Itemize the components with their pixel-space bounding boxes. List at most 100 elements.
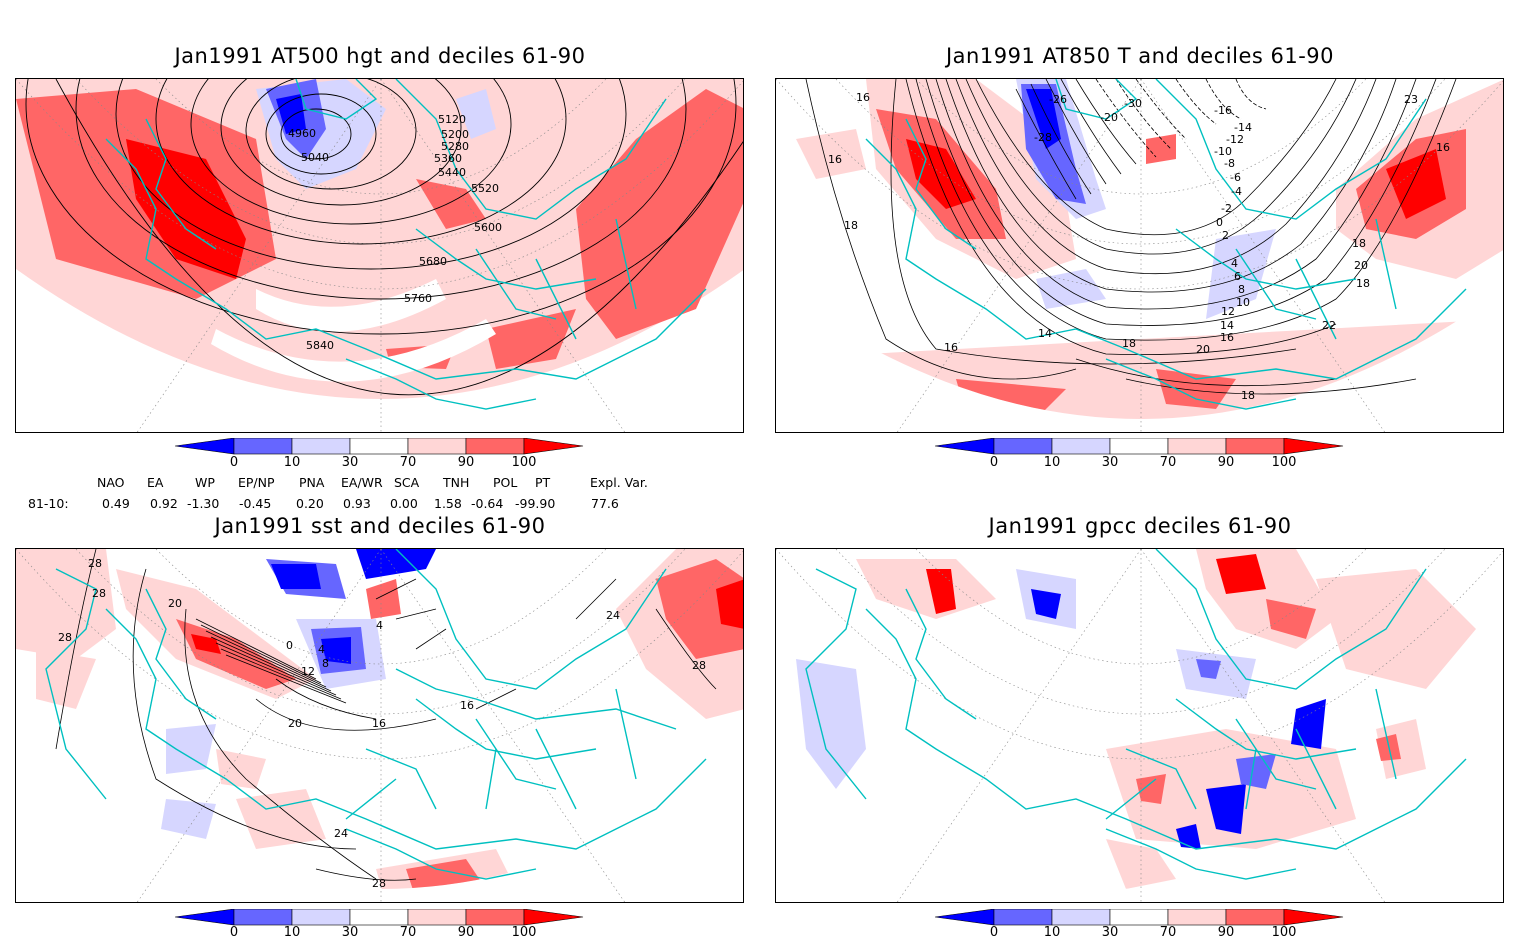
index-header: PNA <box>299 475 325 490</box>
contour-label: 28 <box>372 877 386 890</box>
panel4-title: Jan1991 gpcc deciles 61-90 <box>988 514 1292 538</box>
colorbar-tick: 10 <box>1043 925 1061 940</box>
colorbar-high-arrow <box>523 909 584 926</box>
contour-label: 12 <box>1221 305 1235 318</box>
colorbar-swatch <box>349 438 409 455</box>
colorbar-swatch <box>233 438 293 455</box>
contour-label: 5520 <box>471 182 499 195</box>
panel2-title: Jan1991 AT850 T and deciles 61-90 <box>945 44 1335 68</box>
index-value: 0.00 <box>390 496 418 511</box>
contour-label: -12 <box>1226 133 1244 146</box>
colorbar-tick: 70 <box>399 925 417 940</box>
colorbar-3 <box>175 909 584 926</box>
index-header: EA/WR <box>341 475 383 490</box>
colorbar-high-arrow <box>1283 909 1344 926</box>
index-value: -1.30 <box>187 496 220 511</box>
contour-label: 18 <box>1122 337 1136 350</box>
contour-label: -14 <box>1234 121 1252 134</box>
colorbar-swatch <box>465 438 525 455</box>
contour-label: 5680 <box>419 255 447 268</box>
colorbar-swatch <box>1109 438 1169 455</box>
index-value: 0.93 <box>343 496 371 511</box>
contour-label: -4 <box>1231 185 1242 198</box>
contour-label: 24 <box>606 609 620 622</box>
index-value: -0.64 <box>471 496 504 511</box>
index-header: SCA <box>394 475 420 490</box>
colorbar-tick: 10 <box>1043 455 1061 470</box>
colorbar-swatches <box>175 909 584 926</box>
contour-label: 5600 <box>474 221 502 234</box>
colorbar-swatch <box>993 909 1053 926</box>
colorbar-swatch <box>233 909 293 926</box>
colorbar-tick: 100 <box>511 455 537 470</box>
index-value: 1.58 <box>434 496 462 511</box>
contour-label: 28 <box>58 631 72 644</box>
colorbar-swatch <box>407 909 467 926</box>
map-at850-svg: 16 16 18 -26 -30 -16 -20 -28 -14 -12 -10… <box>776 79 1503 432</box>
contour-label: -28 <box>1034 131 1052 144</box>
colorbar-low-arrow <box>935 909 995 926</box>
colorbar-low-arrow <box>175 438 235 455</box>
contour-label: 16 <box>856 91 870 104</box>
colorbar-tick: 100 <box>1271 925 1297 940</box>
index-value: 0.92 <box>150 496 178 511</box>
index-row-label: 81-10: <box>28 496 69 511</box>
colorbar-swatch <box>291 438 351 455</box>
colorbar-swatch <box>291 909 351 926</box>
contour-label: 5840 <box>306 339 334 352</box>
colorbar-swatch <box>993 438 1053 455</box>
map-panel-gpcc <box>775 548 1504 903</box>
colorbar-tick: 70 <box>399 455 417 470</box>
contour-label: 2 <box>1222 229 1229 242</box>
contour-label: 16 <box>1220 331 1234 344</box>
contour-label: 0 <box>286 639 293 652</box>
colorbar-swatches <box>175 438 584 455</box>
contour-label: 8 <box>322 657 329 670</box>
colorbar-tick: 30 <box>341 925 359 940</box>
contour-label: 16 <box>944 341 958 354</box>
contour-label: 4 <box>318 643 325 656</box>
colorbar-2 <box>935 438 1344 455</box>
contour-label: 28 <box>692 659 706 672</box>
map-gpcc-svg <box>776 549 1503 902</box>
colorbar-tick: 100 <box>511 925 537 940</box>
colorbar-swatches <box>935 909 1344 926</box>
colorbar-1 <box>175 438 584 455</box>
contour-label: 22 <box>1322 319 1336 332</box>
contour-label: 5040 <box>301 151 329 164</box>
contour-label: -20 <box>1100 111 1118 124</box>
colorbar-high-arrow <box>523 438 584 455</box>
contour-label: 14 <box>1038 327 1052 340</box>
map-at500-svg: 4960 5040 5120 5200 5280 5360 5440 5520 … <box>16 79 743 432</box>
sst-contour-labels: 28 28 28 20 0 4 8 12 16 20 24 28 4 16 24… <box>58 557 706 890</box>
contour-label: -6 <box>1230 171 1241 184</box>
contour-label: 6 <box>1234 270 1241 283</box>
contour-label: 8 <box>1238 283 1245 296</box>
colorbar-low-arrow <box>175 909 235 926</box>
contour-label: 28 <box>88 557 102 570</box>
coastlines-sst <box>45 549 707 880</box>
colorbar-tick: 0 <box>989 925 999 940</box>
contour-label: 16 <box>372 717 386 730</box>
contour-label: 5200 <box>441 128 469 141</box>
map-panel-sst: 28 28 28 20 0 4 8 12 16 20 24 28 4 16 24… <box>15 548 744 903</box>
colorbar-swatch <box>1225 909 1285 926</box>
coastlines-at850 <box>865 79 1467 410</box>
contour-label: 18 <box>1356 277 1370 290</box>
contour-label: 4 <box>1231 257 1238 270</box>
colorbar-tick: 90 <box>1217 455 1235 470</box>
index-value: 0.49 <box>102 496 130 511</box>
colorbar-tick: 70 <box>1159 925 1177 940</box>
at850-contour-labels: 16 16 18 -26 -30 -16 -20 -28 -14 -12 -10… <box>828 91 1450 402</box>
contour-label: 16 <box>828 153 842 166</box>
colorbar-tick: 10 <box>283 925 301 940</box>
contour-label: -10 <box>1214 145 1232 158</box>
colorbar-tick: 70 <box>1159 455 1177 470</box>
contour-label: -2 <box>1221 202 1232 215</box>
contour-label: 20 <box>288 717 302 730</box>
index-value: -99.90 <box>515 496 556 511</box>
index-value: 77.6 <box>591 496 619 511</box>
colorbar-tick: 30 <box>1101 925 1119 940</box>
contour-label: 18 <box>1352 237 1366 250</box>
contour-label: -26 <box>1049 93 1067 106</box>
